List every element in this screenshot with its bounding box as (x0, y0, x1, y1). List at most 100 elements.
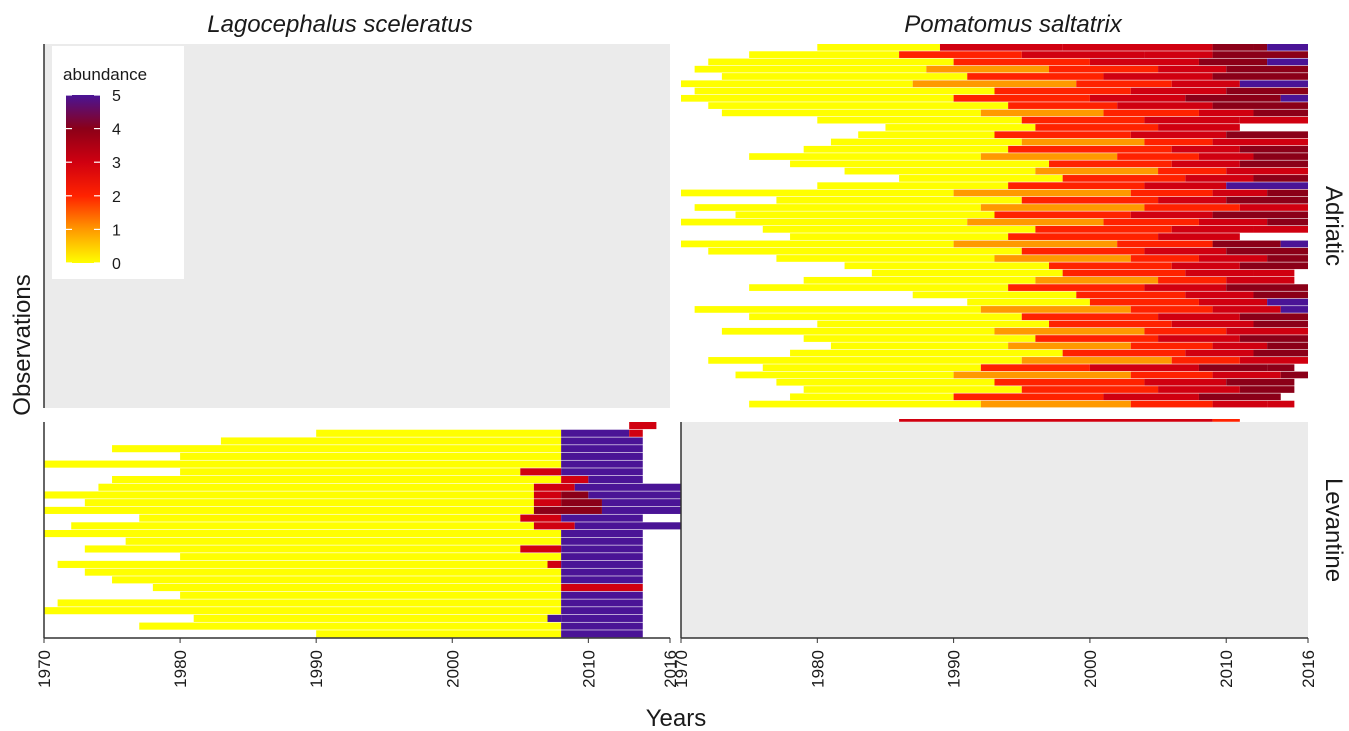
heatmap-cell (885, 124, 1036, 131)
heatmap-cell (1212, 371, 1281, 379)
heatmap-cell (871, 269, 1063, 277)
heatmap-cell (1226, 378, 1295, 386)
heatmap-cell (1021, 247, 1145, 255)
heatmap-cell (1239, 145, 1308, 153)
heatmap-cell (1171, 145, 1240, 153)
legend-tick-label: 0 (112, 256, 121, 273)
heatmap-cell (1076, 80, 1172, 88)
heatmap-cell (681, 80, 913, 88)
heatmap-cell (1062, 269, 1186, 277)
heatmap-cell (1226, 167, 1308, 175)
heatmap-cell (762, 226, 1036, 233)
heatmap-cell (1089, 58, 1199, 66)
heatmap-cell (1226, 87, 1308, 95)
heatmap-cell (1008, 145, 1172, 153)
heatmap-cell (1130, 371, 1213, 379)
heatmap-cell (1062, 175, 1186, 182)
heatmap-cell (1021, 196, 1159, 204)
heatmap-cell (749, 51, 900, 58)
heatmap-cell (561, 576, 643, 584)
heatmap-cell (57, 560, 548, 568)
x-tick-label: 1970 (35, 650, 54, 688)
heatmap-cell (84, 499, 534, 507)
heatmap-cell (629, 422, 657, 430)
legend-title: abundance (63, 65, 147, 84)
heatmap-cell (1239, 262, 1308, 270)
heatmap-cell (220, 437, 562, 445)
x-tick-label: 1970 (672, 650, 691, 688)
facet-label-col-1: Lagocephalus sceleratus (207, 11, 473, 38)
heatmap-cell (953, 94, 1090, 102)
heatmap-cell (899, 419, 1213, 422)
heatmap-cell (1185, 349, 1254, 357)
heatmap-cell (574, 483, 684, 491)
heatmap-cell (803, 276, 1036, 284)
heatmap-cell (1212, 51, 1308, 58)
heatmap-cell (1280, 306, 1308, 313)
facet-label-row-1: Adriatic (1320, 186, 1347, 266)
heatmap-cell (790, 349, 1063, 357)
heatmap-cell (1144, 116, 1240, 124)
heatmap-cell (1158, 335, 1240, 342)
legend: abundance 0 1 2 3 4 5 (52, 46, 184, 279)
heatmap-cell (180, 553, 562, 561)
heatmap-cell (1198, 109, 1254, 117)
heatmap-cell (44, 506, 534, 514)
heatmap-cell (561, 468, 643, 476)
heatmap-cell (1035, 124, 1159, 131)
heatmap-cell (1198, 153, 1254, 160)
heatmap-cell (1280, 94, 1308, 102)
heatmap-cell (1212, 419, 1240, 422)
heatmap-cell (84, 568, 562, 576)
heatmap-cell (1267, 58, 1308, 66)
heatmap-cell (533, 499, 562, 507)
heatmap-cell (1198, 58, 1268, 66)
heatmap-cell (1103, 393, 1199, 401)
heatmap-cell (561, 429, 630, 437)
heatmap-cell (1049, 262, 1172, 270)
heatmap-cell (1212, 306, 1281, 313)
heatmap-cell (1158, 65, 1227, 73)
heatmap-cell (980, 109, 1104, 117)
heatmap-cell (994, 378, 1145, 386)
heatmap-cell (561, 553, 643, 561)
heatmap-cell (967, 73, 1104, 80)
heatmap-cell (1021, 51, 1145, 58)
heatmap-cell (749, 284, 1009, 291)
heatmap-cell (681, 218, 968, 226)
heatmap-cell (533, 522, 575, 530)
heatmap-cell (1158, 124, 1240, 131)
heatmap-cell (1035, 226, 1172, 233)
heatmap-cell (561, 476, 589, 484)
heatmap-cell (681, 189, 954, 197)
x-tick-label: 2010 (579, 650, 598, 688)
heatmap-cell (1239, 160, 1308, 168)
heatmap-cell (721, 109, 981, 117)
heatmap-cell (980, 364, 1090, 372)
heatmap-cell (1103, 73, 1213, 80)
heatmap-cell (1103, 109, 1199, 117)
heatmap-cell (1212, 73, 1308, 80)
heatmap-cell (1130, 306, 1213, 313)
heatmap-cell (844, 167, 1036, 175)
heatmap-cell (1280, 240, 1308, 248)
heatmap-cell (721, 73, 968, 80)
heatmap-cell (1049, 160, 1172, 168)
heatmap-cell (561, 568, 643, 576)
heatmap-cell (1267, 189, 1308, 197)
heatmap-cell (1267, 255, 1308, 262)
heatmap-cell (561, 591, 643, 599)
heatmap-cell (1158, 196, 1227, 204)
heatmap-cell (1049, 320, 1172, 328)
heatmap-cell (139, 622, 562, 630)
heatmap-cell (316, 630, 562, 638)
heatmap-cell (980, 400, 1131, 408)
heatmap-cell (1198, 298, 1268, 306)
heatmap-cell (994, 211, 1131, 219)
heatmap-cell (1144, 327, 1227, 335)
heatmap-cell (561, 545, 643, 553)
heatmap-cell (749, 400, 981, 408)
heatmap-cell (817, 44, 940, 51)
heatmap-cell (1280, 371, 1308, 379)
heatmap-cell (561, 614, 643, 622)
